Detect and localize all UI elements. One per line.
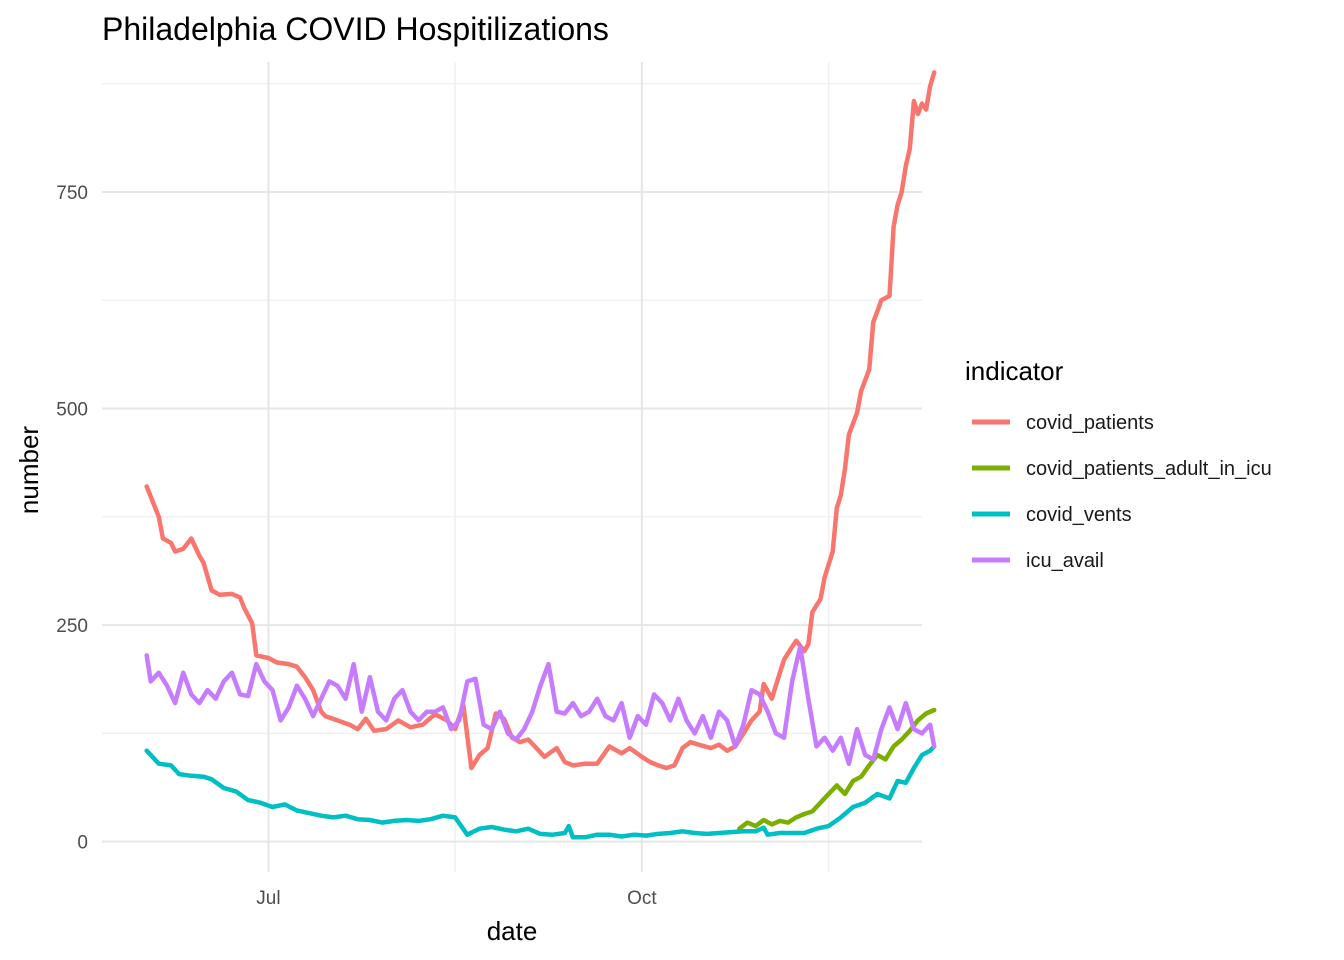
legend-label: covid_patients_adult_in_icu <box>1026 458 1272 480</box>
y-axis-title: number <box>14 426 44 514</box>
x-axis-title: date <box>487 916 538 946</box>
chart-title: Philadelphia COVID Hospitilizations <box>102 11 609 47</box>
y-tick-label: 250 <box>56 616 88 637</box>
series-line-covid-patients-adult-in-icu <box>737 707 937 831</box>
y-tick-label: 500 <box>56 400 88 421</box>
y-tick-label: 0 <box>77 833 88 854</box>
series-lines <box>144 70 937 840</box>
series-line-covid-vents <box>144 744 937 840</box>
x-axis-tick-labels: Jul Oct <box>256 888 657 909</box>
y-axis-tick-labels: 0 250 500 750 <box>56 183 88 854</box>
legend-title: indicator <box>965 356 1064 386</box>
legend-label: covid_vents <box>1026 504 1132 526</box>
y-tick-label: 750 <box>56 183 88 204</box>
legend-items: covid_patients covid_patients_adult_in_ic… <box>972 412 1272 572</box>
x-tick-label: Jul <box>256 888 280 909</box>
series-line-covid-patients <box>144 70 937 771</box>
legend: indicator covid_patients covid_patients_a… <box>965 356 1272 572</box>
series-line-icu-avail <box>144 644 937 766</box>
x-tick-label: Oct <box>627 888 657 909</box>
gridlines <box>102 62 922 872</box>
legend-label: icu_avail <box>1026 550 1104 572</box>
legend-label: covid_patients <box>1026 412 1154 434</box>
plot-area <box>102 62 937 872</box>
